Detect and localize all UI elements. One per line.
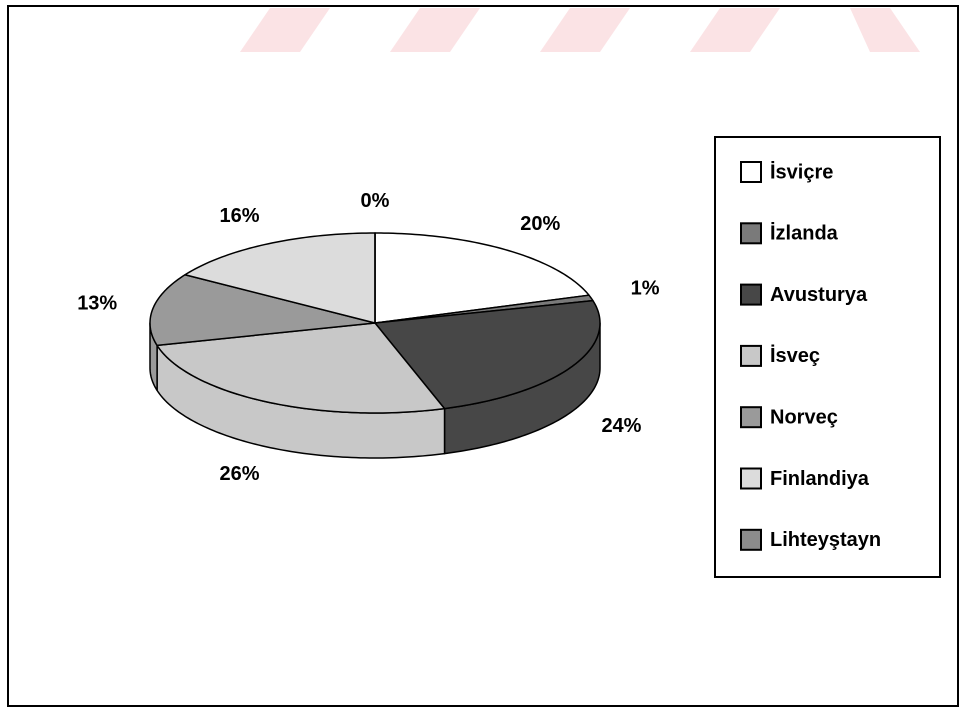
legend-label: Avusturya: [770, 284, 868, 306]
data-label: 24%: [601, 415, 641, 437]
legend-label: İzlanda: [770, 222, 839, 245]
data-label: 26%: [219, 463, 259, 485]
legend-swatch: [740, 528, 762, 551]
slice: [374, 232, 590, 324]
watermark: [240, 8, 920, 52]
legend-swatch: [740, 406, 762, 429]
slice: [374, 299, 601, 410]
frame: [7, 5, 959, 707]
data-label: 1%: [631, 277, 660, 299]
legend-swatch: [740, 283, 762, 306]
data-label: 13%: [77, 292, 117, 314]
legend-swatch: [740, 161, 762, 183]
legend-label: Lihteyştayn: [770, 529, 881, 551]
data-label: 16%: [219, 205, 259, 227]
legend-swatch: [740, 222, 762, 245]
legend-label: Finlandiya: [770, 468, 870, 490]
data-label: 20%: [520, 213, 560, 235]
slice: [149, 274, 376, 347]
legend-label: İsviçre: [770, 160, 833, 183]
slice: [184, 232, 376, 324]
legend-swatch: [740, 467, 762, 490]
legend-label: Norveç: [770, 406, 838, 428]
data-label: 0%: [361, 190, 390, 212]
legend-swatch: [740, 344, 762, 367]
legend-label: İsveç: [770, 344, 820, 367]
slice: [156, 322, 446, 414]
